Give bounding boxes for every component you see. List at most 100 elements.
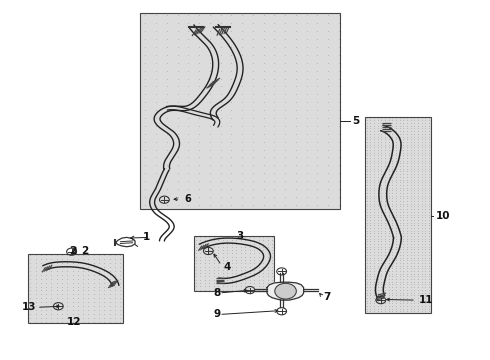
Point	[399, 306, 407, 311]
Point	[410, 298, 418, 303]
Point	[377, 177, 385, 183]
Point	[163, 107, 171, 113]
Point	[421, 257, 429, 263]
Point	[370, 279, 378, 285]
Point	[403, 128, 411, 134]
Point	[388, 306, 396, 311]
Point	[395, 115, 403, 121]
Point	[414, 255, 422, 260]
Point	[370, 179, 378, 185]
Point	[377, 136, 385, 142]
Point	[303, 194, 311, 200]
Point	[399, 268, 407, 274]
Point	[403, 153, 411, 158]
Point	[69, 311, 76, 316]
Point	[377, 150, 385, 156]
Point	[385, 163, 392, 169]
Point	[407, 120, 415, 126]
Point	[335, 99, 343, 105]
Point	[314, 131, 321, 136]
Point	[385, 222, 392, 228]
Point	[414, 120, 422, 126]
Point	[100, 264, 108, 270]
Point	[206, 123, 214, 129]
Point	[399, 123, 407, 129]
Point	[184, 139, 192, 144]
Point	[421, 158, 429, 163]
Point	[385, 166, 392, 172]
Point	[363, 233, 370, 239]
Point	[106, 311, 114, 316]
Point	[417, 228, 425, 234]
Point	[381, 155, 389, 161]
Point	[303, 84, 311, 89]
Point	[184, 186, 192, 192]
Point	[367, 128, 374, 134]
Point	[381, 177, 389, 183]
Point	[260, 178, 268, 184]
Point	[100, 311, 108, 316]
Point	[388, 147, 396, 153]
Point	[381, 222, 389, 228]
Point	[292, 36, 300, 42]
Point	[195, 84, 203, 89]
Point	[373, 292, 381, 298]
Point	[215, 247, 222, 253]
Point	[388, 150, 396, 156]
Point	[270, 60, 278, 66]
Point	[152, 139, 160, 144]
Point	[363, 209, 370, 215]
Point	[219, 280, 227, 286]
Point	[95, 311, 103, 316]
Point	[399, 247, 407, 252]
Point	[152, 131, 160, 136]
Point	[392, 142, 400, 148]
Point	[392, 155, 400, 161]
Point	[79, 276, 87, 282]
Point	[425, 117, 433, 123]
Point	[142, 147, 149, 152]
Point	[407, 271, 415, 276]
Point	[395, 239, 403, 244]
Point	[399, 217, 407, 223]
Point	[392, 198, 400, 204]
Point	[425, 190, 433, 196]
Point	[381, 182, 389, 188]
Point	[42, 280, 50, 285]
Point	[403, 255, 411, 260]
Point	[367, 309, 374, 314]
Point	[407, 161, 415, 166]
Point	[410, 228, 418, 234]
Point	[399, 249, 407, 255]
Point	[373, 276, 381, 282]
Point	[217, 147, 224, 152]
Point	[381, 203, 389, 209]
Point	[238, 139, 246, 144]
Point	[116, 268, 124, 274]
Point	[388, 247, 396, 252]
Point	[31, 311, 39, 316]
Point	[377, 214, 385, 220]
Point	[417, 233, 425, 239]
Point	[53, 276, 61, 282]
Point	[84, 311, 92, 316]
Point	[425, 284, 433, 290]
Point	[392, 225, 400, 231]
Point	[249, 123, 257, 129]
Point	[314, 154, 321, 160]
Point	[292, 91, 300, 97]
Point	[281, 91, 289, 97]
Point	[381, 255, 389, 260]
Point	[385, 185, 392, 190]
Point	[385, 131, 392, 137]
Point	[399, 260, 407, 266]
Point	[116, 303, 124, 309]
Point	[392, 268, 400, 274]
Point	[367, 274, 374, 279]
Point	[373, 306, 381, 311]
Point	[392, 298, 400, 303]
Point	[292, 178, 300, 184]
Point	[417, 303, 425, 309]
Point	[425, 193, 433, 199]
Point	[388, 287, 396, 293]
